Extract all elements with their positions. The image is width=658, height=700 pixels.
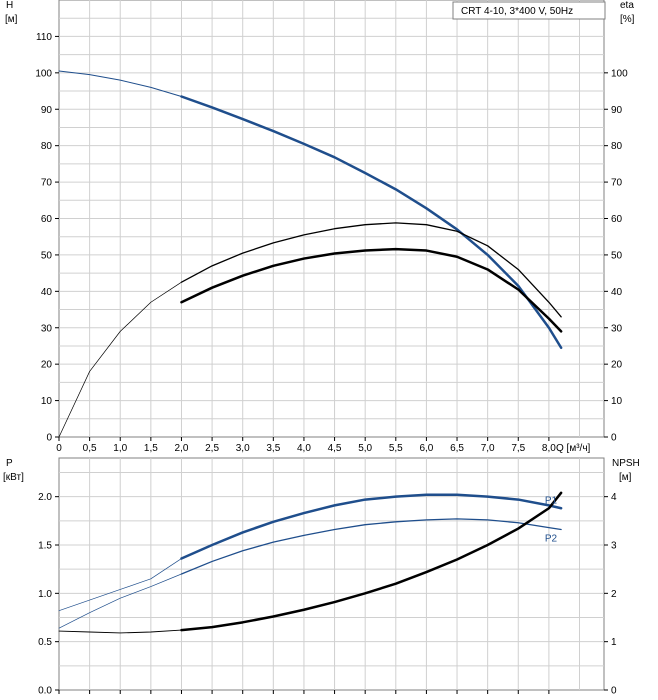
y-right-tick-label: 20 [611, 360, 623, 371]
y-left-tick-label: 10 [41, 396, 53, 407]
head-curve [58, 70, 182, 97]
NPSH-curve [58, 629, 182, 634]
head-axis-title: H [6, 0, 13, 11]
power-axis-title: P [6, 458, 13, 469]
y-left-tick-label: 110 [36, 32, 52, 43]
x-tick-label: 2,0 [175, 443, 189, 454]
y-left-tick-label: 0.5 [38, 637, 52, 648]
y-right-tick-label: 40 [611, 287, 623, 298]
bottom-grid [59, 458, 604, 690]
power-npsh-panel: 0.0 0.5 1.0 1.5 2.0 0 1 2 3 4 P1 P2 P [кВт] NPSH [… [3, 457, 640, 697]
x-tick-label: 1,0 [113, 443, 127, 454]
y-left-tick-label: 30 [41, 323, 53, 334]
y-right-tick-label: 0 [611, 433, 617, 444]
top-ticks: 0 10 20 30 40 50 60 70 80 90 100 110 0 10 20 30 40 50 60 70… [35, 32, 628, 454]
y-right-tick-label: 80 [611, 141, 623, 152]
efficiency-thin-curve [58, 281, 182, 438]
p1-label: P1 [545, 495, 558, 506]
bottom-series-labels: P1 P2 [545, 495, 558, 544]
y-right-tick-label: 60 [611, 214, 623, 225]
y-right-tick-label: 1 [611, 637, 617, 648]
y-right-tick-label: 4 [611, 492, 617, 503]
y-left-tick-label: 90 [41, 105, 53, 116]
head-curve [180, 95, 563, 350]
P2-curve [58, 573, 182, 629]
top-grid [59, 0, 604, 437]
efficiency-axis-unit: [%] [620, 14, 635, 25]
bottom-plot-frame [58, 457, 605, 691]
x-tick-label: 0,5 [83, 443, 97, 454]
NPSH-curve [180, 491, 563, 632]
x-tick-label: 7,0 [481, 443, 495, 454]
y-right-tick-label: 50 [611, 250, 623, 261]
y-left-tick-label: 40 [41, 287, 53, 298]
y-left-tick-label: 100 [35, 68, 52, 79]
y-left-tick-label: 0 [46, 433, 52, 444]
x-tick-label: 3,5 [266, 443, 280, 454]
legend-text: CRT 4-10, 3*400 V, 50Hz [461, 6, 573, 17]
bottom-curves [58, 491, 563, 634]
efficiency-axis-title: eta [620, 0, 634, 11]
head-axis-unit: [м] [5, 14, 18, 25]
P1-curve [58, 558, 182, 612]
x-tick-label: 4,0 [297, 443, 311, 454]
bottom-ticks: 0.0 0.5 1.0 1.5 2.0 0 1 2 3 4 [38, 492, 617, 696]
x-tick-label: 0 [56, 443, 62, 454]
x-tick-label: 5,5 [389, 443, 403, 454]
x-tick-label: 6,0 [419, 443, 433, 454]
P2-curve [180, 518, 562, 575]
P1-curve [180, 493, 563, 560]
y-right-tick-label: 0 [611, 686, 617, 697]
y-left-tick-label: 2.0 [38, 492, 52, 503]
x-tick-label: 7,5 [511, 443, 525, 454]
efficiency-bold-curve [180, 247, 563, 333]
p2-label: P2 [545, 534, 558, 545]
x-tick-label: 5,0 [358, 443, 372, 454]
y-right-tick-label: 100 [611, 68, 628, 79]
npsh-axis-unit: [м] [619, 472, 632, 483]
y-left-tick-label: 0.0 [38, 686, 52, 697]
y-right-tick-label: 2 [611, 589, 617, 600]
y-right-tick-label: 30 [611, 323, 623, 334]
y-left-tick-label: 60 [41, 214, 53, 225]
x-tick-label: 1,5 [144, 443, 158, 454]
y-left-tick-label: 70 [41, 178, 53, 189]
power-axis-unit: [кВт] [3, 472, 24, 483]
y-right-tick-label: 70 [611, 178, 623, 189]
efficiency-thin-curve [180, 222, 562, 318]
x-tick-label: 4,5 [328, 443, 342, 454]
npsh-axis-title: NPSH [612, 458, 640, 469]
y-left-tick-label: 20 [41, 360, 53, 371]
flow-axis-label: Q [м³/ч] [556, 443, 591, 454]
y-left-tick-label: 1.0 [38, 589, 52, 600]
top-curves [58, 70, 563, 438]
head-efficiency-panel: 0 10 20 30 40 50 60 70 80 90 100 110 0 10 20 30 40 50 60 70… [5, 0, 635, 454]
y-left-tick-label: 1.5 [38, 541, 52, 552]
x-tick-label: 2,5 [205, 443, 219, 454]
y-left-tick-label: 80 [41, 141, 53, 152]
y-right-tick-label: 90 [611, 105, 623, 116]
y-left-tick-label: 50 [41, 250, 53, 261]
x-tick-label: 3,0 [236, 443, 250, 454]
x-tick-label: 8,0 [542, 443, 556, 454]
y-right-tick-label: 10 [611, 396, 623, 407]
legend-box [452, 1, 606, 20]
y-right-tick-label: 3 [611, 541, 617, 552]
x-tick-label: 6,5 [450, 443, 464, 454]
